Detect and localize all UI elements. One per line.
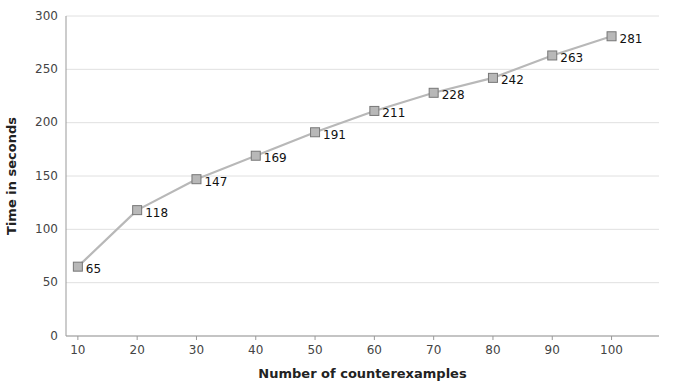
data-label: 169 <box>264 151 287 165</box>
marker <box>251 151 260 160</box>
y-tick-label: 250 <box>35 62 58 76</box>
x-tick-label: 10 <box>70 343 85 357</box>
y-tick-label: 0 <box>50 329 58 343</box>
y-tick-label: 200 <box>35 115 58 129</box>
plot-area <box>73 32 616 271</box>
x-axis-line <box>66 336 659 337</box>
data-label: 228 <box>442 88 465 102</box>
grid-line <box>66 122 659 123</box>
marker <box>607 32 616 41</box>
x-tick <box>315 336 316 340</box>
x-tick-label: 100 <box>600 343 623 357</box>
y-axis-label: Time in seconds <box>4 117 19 235</box>
x-tick-label: 80 <box>485 343 500 357</box>
x-tick-label: 30 <box>189 343 204 357</box>
y-tick-label: 100 <box>35 222 58 236</box>
x-tick-label: 70 <box>426 343 441 357</box>
data-label: 281 <box>620 32 643 46</box>
x-tick-label: 20 <box>130 343 145 357</box>
x-tick <box>255 336 256 340</box>
marker <box>370 106 379 115</box>
x-tick <box>77 336 78 340</box>
x-tick-label: 90 <box>545 343 560 357</box>
x-axis-label: Number of counterexamples <box>258 366 467 381</box>
x-tick-label: 50 <box>307 343 322 357</box>
marker <box>192 175 201 184</box>
data-label: 65 <box>86 262 101 276</box>
marker <box>311 128 320 137</box>
x-tick-label: 60 <box>367 343 382 357</box>
x-tick <box>611 336 612 340</box>
y-tick-label: 300 <box>35 9 58 23</box>
y-tick-label: 150 <box>35 169 58 183</box>
grid-line <box>66 282 659 283</box>
marker <box>133 206 142 215</box>
y-axis-line <box>66 16 67 336</box>
marker <box>548 51 557 60</box>
data-label: 191 <box>323 128 346 142</box>
x-tick <box>433 336 434 340</box>
x-tick <box>137 336 138 340</box>
grid-line <box>66 229 659 230</box>
x-tick <box>374 336 375 340</box>
y-tick-label: 50 <box>43 275 58 289</box>
marker <box>488 73 497 82</box>
data-label: 263 <box>560 51 583 65</box>
x-tick <box>552 336 553 340</box>
x-tick <box>196 336 197 340</box>
marker <box>429 88 438 97</box>
data-label: 242 <box>501 73 524 87</box>
x-tick-label: 40 <box>248 343 263 357</box>
grid-line <box>66 69 659 70</box>
grid-line <box>66 16 659 17</box>
data-label: 118 <box>145 206 168 220</box>
x-tick <box>492 336 493 340</box>
y-grid <box>66 16 659 336</box>
grid-line <box>66 336 659 337</box>
marker <box>73 262 82 271</box>
series-line <box>78 36 612 266</box>
data-label: 211 <box>382 106 405 120</box>
chart-container: 0 50 100 150 200 250 300 10 20 30 40 50 60 70 80 90 100 N… <box>0 0 677 388</box>
grid-line <box>66 176 659 177</box>
chart-svg: 0 50 100 150 200 250 300 10 20 30 40 50 60 70 80 90 100 N… <box>0 0 677 388</box>
data-label: 147 <box>204 175 227 189</box>
